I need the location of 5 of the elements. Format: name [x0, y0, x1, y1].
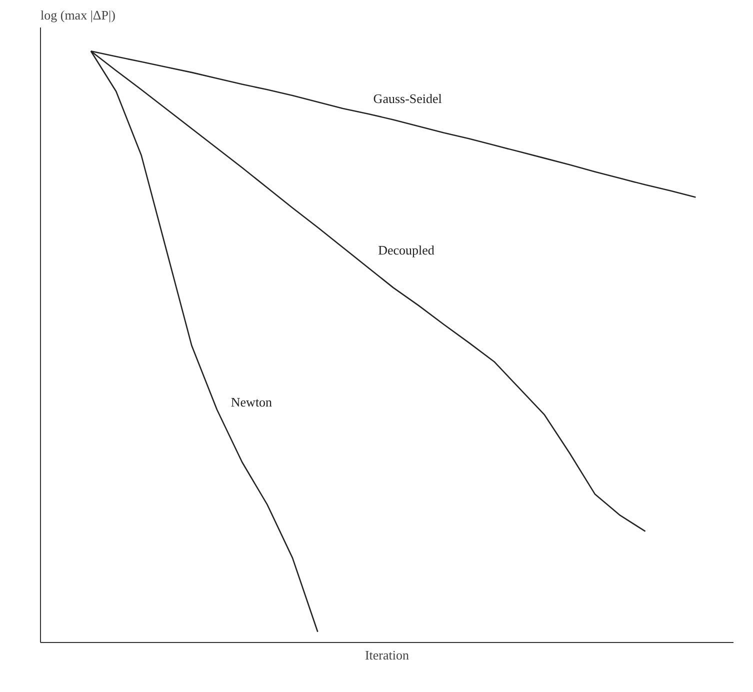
series-label: Decoupled	[378, 242, 435, 258]
x-axis-title: Iteration	[364, 648, 410, 662]
series-label: Newton	[230, 394, 273, 410]
series-label: Gauss-Seidel	[373, 90, 442, 106]
y-axis-title: log (max |ΔP|)	[40, 8, 116, 22]
